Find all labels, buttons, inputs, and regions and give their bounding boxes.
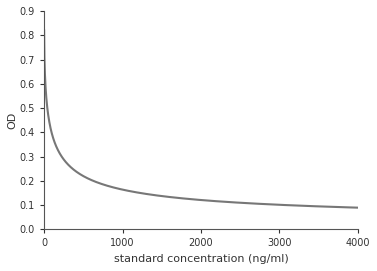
X-axis label: standard concentration (ng/ml): standard concentration (ng/ml) bbox=[113, 254, 288, 264]
Y-axis label: OD: OD bbox=[7, 112, 17, 129]
